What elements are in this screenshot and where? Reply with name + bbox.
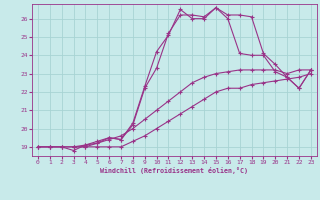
X-axis label: Windchill (Refroidissement éolien,°C): Windchill (Refroidissement éolien,°C) bbox=[100, 167, 248, 174]
